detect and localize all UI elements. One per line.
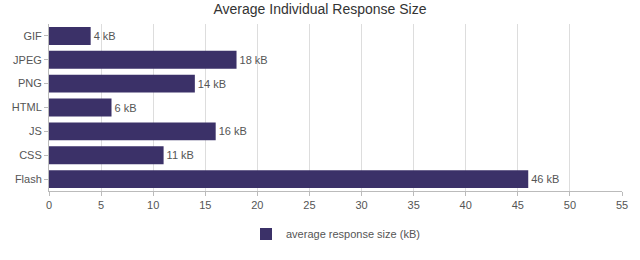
svg-text:PNG: PNG — [18, 77, 42, 89]
svg-text:46 kB: 46 kB — [531, 173, 559, 185]
svg-text:20: 20 — [251, 199, 263, 211]
svg-text:55: 55 — [616, 199, 628, 211]
svg-text:15: 15 — [199, 199, 211, 211]
svg-text:45: 45 — [512, 199, 524, 211]
svg-text:25: 25 — [303, 199, 315, 211]
svg-text:50: 50 — [564, 199, 576, 211]
svg-text:10: 10 — [147, 199, 159, 211]
svg-text:HTML: HTML — [12, 101, 42, 113]
svg-text:6 kB: 6 kB — [115, 102, 137, 114]
svg-text:JS: JS — [29, 125, 42, 137]
svg-text:GIF: GIF — [23, 30, 42, 42]
svg-text:14 kB: 14 kB — [198, 78, 226, 90]
svg-text:0: 0 — [46, 199, 52, 211]
svg-text:35: 35 — [408, 199, 420, 211]
svg-text:40: 40 — [460, 199, 472, 211]
svg-text:18 kB: 18 kB — [240, 54, 268, 66]
svg-text:CSS: CSS — [19, 149, 42, 161]
svg-text:Average Individual Response Si: Average Individual Response Size — [214, 1, 427, 17]
svg-text:30: 30 — [355, 199, 367, 211]
svg-text:4 kB: 4 kB — [94, 30, 116, 42]
svg-text:Flash: Flash — [15, 173, 42, 185]
svg-text:11 kB: 11 kB — [167, 149, 194, 161]
svg-text:16 kB: 16 kB — [219, 125, 247, 137]
svg-text:5: 5 — [98, 199, 104, 211]
svg-text:average response size (kB): average response size (kB) — [286, 228, 420, 240]
svg-text:JPEG: JPEG — [13, 54, 42, 66]
